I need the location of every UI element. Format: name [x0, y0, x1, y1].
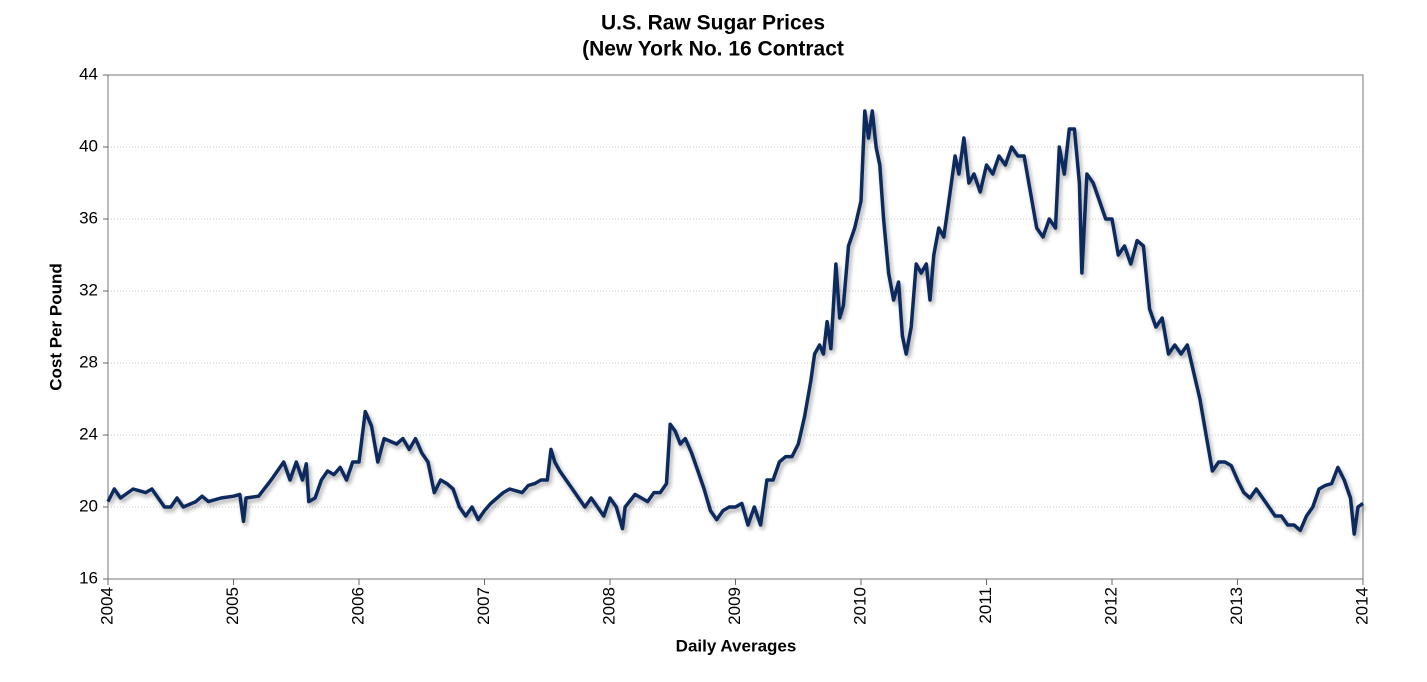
y-axis-title: Cost Per Pound — [46, 263, 65, 391]
x-tick-label: 2013 — [1227, 587, 1246, 625]
x-tick-label: 2008 — [599, 587, 618, 625]
y-tick-label: 28 — [79, 352, 98, 371]
x-tick-label: 2011 — [976, 587, 995, 624]
x-axis-title: Daily Averages — [676, 636, 797, 655]
y-tick-label: 32 — [79, 280, 98, 299]
plot-frame — [107, 74, 1364, 580]
chart-subtitle: (New York No. 16 Contract — [582, 38, 844, 61]
y-tick-label: 20 — [79, 496, 98, 515]
x-tick-label: 2009 — [725, 587, 744, 625]
x-tick-label: 2012 — [1101, 587, 1120, 625]
x-tick-label: 2006 — [348, 587, 367, 625]
x-tick-label: 2010 — [850, 587, 869, 625]
y-tick-label: 44 — [79, 64, 98, 83]
x-tick-label: 2014 — [1352, 587, 1371, 625]
x-tick-label: 2007 — [474, 587, 493, 625]
y-tick-label: 24 — [79, 424, 98, 443]
y-tick-label: 36 — [79, 208, 98, 227]
y-tick-label: 16 — [79, 568, 98, 587]
chart-title: U.S. Raw Sugar Prices — [601, 12, 825, 35]
price-line — [106, 109, 1365, 536]
x-tick-label: 2005 — [223, 587, 242, 625]
y-tick-label: 40 — [79, 136, 98, 155]
x-tick-label: 2004 — [97, 587, 116, 625]
